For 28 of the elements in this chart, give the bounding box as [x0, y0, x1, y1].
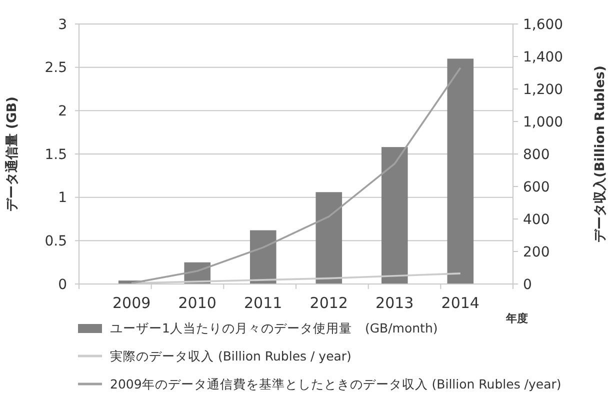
- y-tick-label: 3: [58, 16, 67, 33]
- y2-tick-label: 1,000: [523, 114, 564, 130]
- y2-tick-label: 0: [523, 276, 532, 293]
- legend-label: ユーザー1人当たりの月々のデータ使用量 (GB/month): [110, 320, 438, 336]
- y-tick-label: 1: [58, 190, 67, 206]
- y2-tick-label: 400: [523, 212, 550, 228]
- y-tick-label: 1.5: [44, 146, 67, 163]
- y2-tick-label: 600: [523, 179, 550, 196]
- legend-label: 実際のデータ収入 (Billion Rubles / year): [110, 348, 352, 364]
- y2-tick-label: 200: [523, 244, 550, 260]
- y-tick-label: 0.5: [44, 234, 67, 250]
- y2-tick-label: 1,600: [523, 16, 564, 33]
- x-tick-label: 2014: [441, 294, 480, 312]
- y-axis-title: データ通信量 (GB): [4, 96, 20, 212]
- x-tick-label: 2010: [178, 294, 216, 312]
- y-tick-label: 0: [58, 276, 67, 293]
- x-tick-label: 2011: [244, 294, 282, 312]
- legend-label: 2009年のデータ通信費を基準としたときのデータ収入 (Billion Rubles /year): [110, 376, 562, 392]
- y2-tick-label: 800: [523, 146, 550, 163]
- y2-tick-label: 1,400: [523, 49, 564, 66]
- y-tick-label: 2: [58, 104, 67, 120]
- x-tick-label: 2009: [112, 294, 151, 312]
- y2-tick-label: 1,200: [523, 82, 564, 98]
- x-axis-title: 年度: [505, 312, 528, 325]
- x-tick-label: 2013: [376, 294, 414, 312]
- x-tick-label: 2012: [310, 294, 348, 312]
- y-tick-label: 2.5: [44, 60, 67, 76]
- y2-axis-title: データ収入(Billion Rubles): [592, 66, 608, 242]
